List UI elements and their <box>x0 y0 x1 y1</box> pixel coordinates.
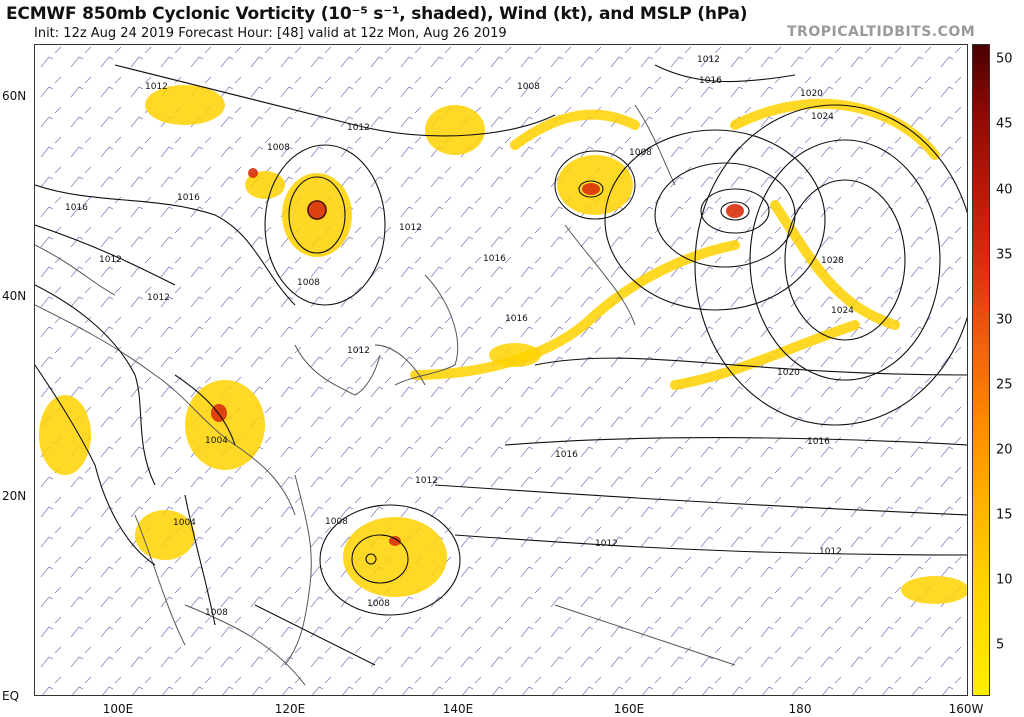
colorbar-tick: 5 <box>996 637 1005 653</box>
chart-subtitle: Init: 12z Aug 24 2019 Forecast Hour: [48… <box>34 26 507 41</box>
isobar-labels: 1012 1008 1016 1012 1008 1016 1020 1024 … <box>65 55 854 618</box>
colorbar-tick: 25 <box>996 377 1013 393</box>
isobar-label: 1012 <box>399 223 422 233</box>
isobar-label: 1008 <box>267 143 290 153</box>
isobar-label: 1020 <box>800 89 823 99</box>
isobar-label: 1016 <box>699 76 722 86</box>
colorbar-tick: 50 <box>996 51 1013 67</box>
isobar-label: 1012 <box>99 255 122 265</box>
isobar-label: 1016 <box>177 193 200 203</box>
lon-label: 100E <box>102 702 134 716</box>
isobars <box>35 64 967 666</box>
isobar-label: 1008 <box>205 608 228 618</box>
isobar-label: 1016 <box>555 450 578 460</box>
lat-label: 40N <box>2 289 27 303</box>
isobar-label: 1028 <box>821 256 844 266</box>
isobar-label: 1008 <box>367 599 390 609</box>
isobar-label: 1012 <box>595 539 618 549</box>
colorbar-tick: 45 <box>996 116 1013 132</box>
vorticity-high <box>211 168 744 546</box>
isobar-label: 1016 <box>483 254 506 264</box>
map-panel: 1012 1008 1016 1012 1008 1016 1020 1024 … <box>34 44 968 696</box>
lat-label: 20N <box>2 489 27 503</box>
colorbar <box>972 44 990 696</box>
isobar-label: 1008 <box>517 82 540 92</box>
isobar-label: 1012 <box>697 55 720 65</box>
colorbar-tick: 30 <box>996 312 1013 328</box>
colorbar-tick: 35 <box>996 247 1013 263</box>
isobar-label: 1012 <box>819 547 842 557</box>
isobar-label: 1012 <box>347 346 370 356</box>
isobar-label: 1012 <box>145 82 168 92</box>
map-canvas: 1012 1008 1016 1012 1008 1016 1020 1024 … <box>35 45 967 695</box>
isobar-label: 1008 <box>629 148 652 158</box>
isobar-label: 1016 <box>505 314 528 324</box>
isobar-label: 1008 <box>297 278 320 288</box>
watermark: TROPICALTIDBITS.COM <box>787 24 976 40</box>
colorbar-tick: 10 <box>996 572 1013 588</box>
isobar-label: 1012 <box>347 123 370 133</box>
colorbar-tick: 20 <box>996 442 1013 458</box>
isobar-label: 1016 <box>65 203 88 213</box>
lat-label: EQ <box>2 689 20 703</box>
lat-label: 60N <box>2 89 27 103</box>
isobar-label: 1004 <box>205 436 228 446</box>
lon-label: 180 <box>788 702 812 716</box>
isobar-label: 1008 <box>325 517 348 527</box>
vorticity-band <box>410 98 940 390</box>
coastlines <box>35 104 736 686</box>
lon-label: 140E <box>442 702 474 716</box>
isobar-label: 1020 <box>777 368 800 378</box>
isobar-label: 1012 <box>147 293 170 303</box>
lon-label: 160W <box>948 702 984 716</box>
isobar-label: 1004 <box>173 518 196 528</box>
wind-barbs <box>35 45 967 695</box>
isobar-label: 1024 <box>831 306 854 316</box>
chart-title: ECMWF 850mb Cyclonic Vorticity (10⁻⁵ s⁻¹… <box>6 4 748 24</box>
isobar-label: 1012 <box>415 476 438 486</box>
colorbar-tick: 40 <box>996 182 1013 198</box>
isobar-label: 1016 <box>807 437 830 447</box>
colorbar-tick: 15 <box>996 507 1013 523</box>
isobar-label: 1024 <box>811 112 834 122</box>
lon-label: 120E <box>274 702 306 716</box>
lon-label: 160E <box>613 702 645 716</box>
